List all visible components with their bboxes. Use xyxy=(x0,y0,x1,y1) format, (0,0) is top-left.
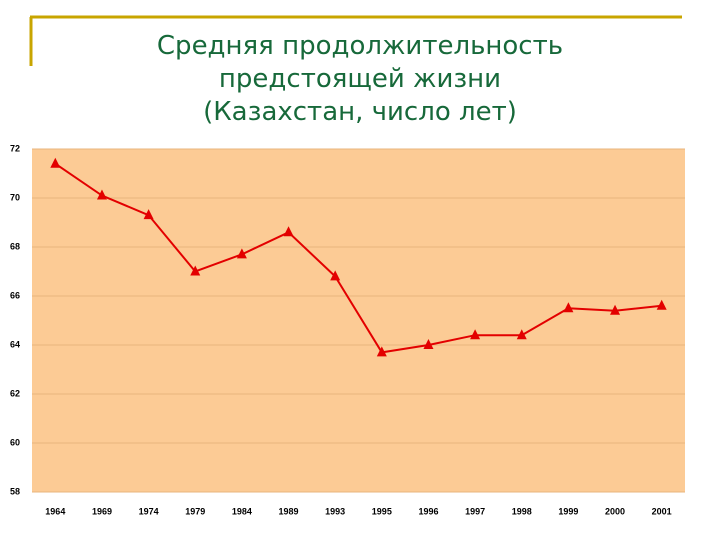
marker xyxy=(190,265,201,276)
x-tick-label: 1998 xyxy=(512,506,532,516)
x-tick-label: 2001 xyxy=(652,506,672,516)
chart-title: предстоящей жизни xyxy=(219,64,501,94)
marker xyxy=(143,209,154,220)
marker xyxy=(563,302,574,313)
marker xyxy=(96,189,107,200)
x-tick-label: 1964 xyxy=(45,506,65,516)
x-tick-label: 1969 xyxy=(92,506,112,516)
y-tick-label: 64 xyxy=(10,339,20,349)
marker xyxy=(516,329,527,340)
x-tick-label: 1997 xyxy=(465,506,485,516)
marker xyxy=(423,339,434,349)
y-tick-label: 58 xyxy=(10,486,20,496)
marker xyxy=(610,304,621,315)
x-tick-label: 2000 xyxy=(605,506,625,516)
marker xyxy=(376,346,387,357)
x-tick-label: 1979 xyxy=(185,506,205,516)
y-tick-label: 62 xyxy=(10,388,20,398)
x-tick-label: 1989 xyxy=(279,506,299,516)
y-tick-label: 60 xyxy=(10,437,20,447)
marker xyxy=(283,226,294,237)
marker xyxy=(330,270,341,281)
x-tick-label: 1995 xyxy=(372,506,392,516)
y-tick-label: 70 xyxy=(10,192,20,202)
x-tick-label: 1984 xyxy=(232,506,252,516)
x-tick-label: 1993 xyxy=(325,506,345,516)
chart: 58 60 62 64 66 68 70 72 1964 1969 1974 1979 1984 1989… xyxy=(10,143,685,516)
marker xyxy=(236,248,247,259)
y-tick-label: 72 xyxy=(10,143,20,153)
plot-area xyxy=(32,149,685,492)
y-tick-label: 66 xyxy=(10,290,20,300)
line xyxy=(54,162,662,354)
marker xyxy=(656,299,667,310)
chart-title: Средняя продолжительность xyxy=(157,31,563,61)
chart-title: (Казахстан, число лет) xyxy=(203,97,517,127)
x-tick-label: 1999 xyxy=(558,506,578,516)
marker xyxy=(470,329,481,340)
x-tick-label: 1996 xyxy=(418,506,438,516)
x-tick-label: 1974 xyxy=(139,506,159,516)
y-tick-label: 68 xyxy=(10,241,20,251)
marker xyxy=(50,157,61,168)
